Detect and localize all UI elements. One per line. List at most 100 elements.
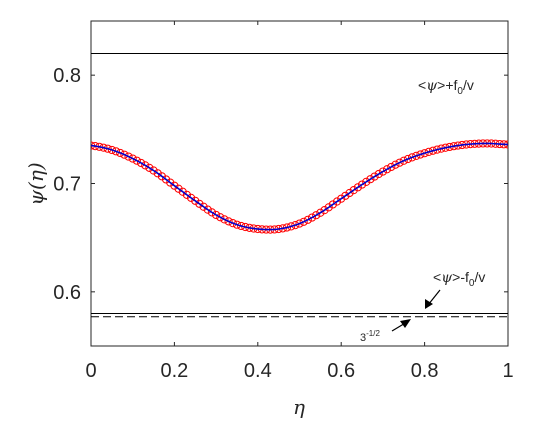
lower-label-psi: ψ [441, 270, 453, 286]
series-marker [116, 148, 125, 158]
series-marker [403, 154, 413, 164]
lower-reference-label: <ψ>-f0/v [433, 269, 485, 289]
lower-label-minus-f: >-f [452, 269, 469, 285]
series-marker [337, 194, 346, 203]
plot-area [90, 20, 509, 347]
series-marker [341, 191, 350, 200]
series-marker [366, 175, 375, 184]
series-marker [370, 172, 379, 181]
series-marker [103, 144, 112, 153]
series-marker [178, 187, 187, 196]
series-marker [332, 197, 342, 206]
x-tick-label: 0.2 [160, 360, 188, 382]
dashed-label-arrow-head [400, 319, 411, 328]
upper-label-over-v: /v [463, 77, 474, 93]
series-marker [220, 215, 229, 224]
series-marker [362, 177, 371, 186]
series-marker [212, 210, 221, 220]
series-marker [232, 220, 242, 229]
x-tick-label: 0.6 [327, 360, 355, 382]
series-marker [132, 156, 141, 165]
y-tick-label: 0.7 [53, 174, 81, 196]
lower-label-over-v: /v [474, 269, 485, 285]
series-marker [312, 211, 321, 220]
series-marker [287, 222, 296, 231]
series-marker [357, 180, 367, 189]
series-marker [224, 217, 233, 226]
upper-label-lt: < [418, 77, 426, 93]
upper-label-plus-f: >+f [437, 77, 457, 93]
series-marker [299, 217, 308, 226]
series-marker [145, 163, 154, 172]
dashed-label-base: 3 [360, 332, 366, 344]
series-marker [207, 208, 217, 217]
series-marker [107, 145, 116, 155]
series-marker [199, 202, 208, 211]
series-marker [203, 205, 212, 214]
series-marker [295, 219, 304, 228]
series-marker [124, 152, 133, 161]
series-marker [320, 206, 329, 215]
series-marker [182, 190, 192, 199]
dashed-reference-label: 3-1/2 [360, 329, 380, 344]
x-axis-label: η [293, 395, 305, 419]
series-marker [228, 219, 237, 228]
y-tick-label: 0.6 [53, 282, 81, 304]
x-tick-label: 0 [85, 360, 96, 382]
series-marker [433, 145, 442, 154]
series-marker [349, 186, 358, 195]
series-marker [412, 151, 421, 160]
dashed-label-exponent: -1/2 [366, 329, 380, 338]
series-marker [316, 208, 325, 217]
x-tick-label: 1 [502, 360, 513, 382]
axis-ticks: 0 0.2 0.4 0.6 0.8 1 0.6 0.7 0.8 [53, 21, 514, 382]
series-marker [191, 196, 200, 205]
series-marker [170, 181, 179, 190]
series-marker [374, 169, 383, 179]
x-tick-label: 0.8 [411, 360, 439, 382]
series-marker [345, 188, 354, 198]
series-marker [328, 200, 337, 209]
series-marker [120, 150, 129, 159]
series-marker [387, 162, 396, 172]
series-marker [186, 193, 196, 202]
series-marker [353, 183, 362, 192]
upper-reference-label: <ψ>+f0/v [418, 77, 474, 97]
reference-lines [91, 53, 508, 318]
upper-label-psi: ψ [426, 78, 438, 94]
series-layer [91, 139, 508, 234]
series-marker [111, 147, 121, 156]
series-marker [307, 213, 317, 222]
series-marker [428, 146, 438, 155]
series-marker [407, 153, 417, 162]
series-marker [195, 199, 204, 208]
series-marker [237, 221, 246, 231]
lower-label-lt: < [433, 269, 441, 285]
series-marker [399, 156, 408, 165]
series-line [91, 142, 508, 231]
series-marker [303, 215, 312, 224]
series-marker [324, 203, 333, 212]
upper-label-subscript: 0 [457, 86, 463, 97]
series-marker [382, 165, 392, 174]
x-tick-label: 0.4 [244, 360, 272, 382]
series-marker [216, 213, 225, 222]
series-marker [378, 167, 387, 176]
series-marker [141, 161, 150, 170]
series-marker [424, 147, 433, 157]
series-marker [291, 221, 300, 230]
series-marker [136, 158, 146, 168]
series-marker [174, 184, 183, 193]
series-marker [149, 166, 158, 175]
series-marker [420, 149, 429, 158]
y-tick-label: 0.8 [53, 65, 81, 87]
lower-label-arrow-head [425, 299, 433, 309]
series-marker [395, 158, 404, 167]
series-marker [128, 154, 137, 163]
lower-label-subscript: 0 [469, 278, 475, 289]
y-axis-label: ψ(η) [24, 162, 48, 205]
series-marker [391, 160, 400, 169]
series-marker [153, 169, 162, 178]
